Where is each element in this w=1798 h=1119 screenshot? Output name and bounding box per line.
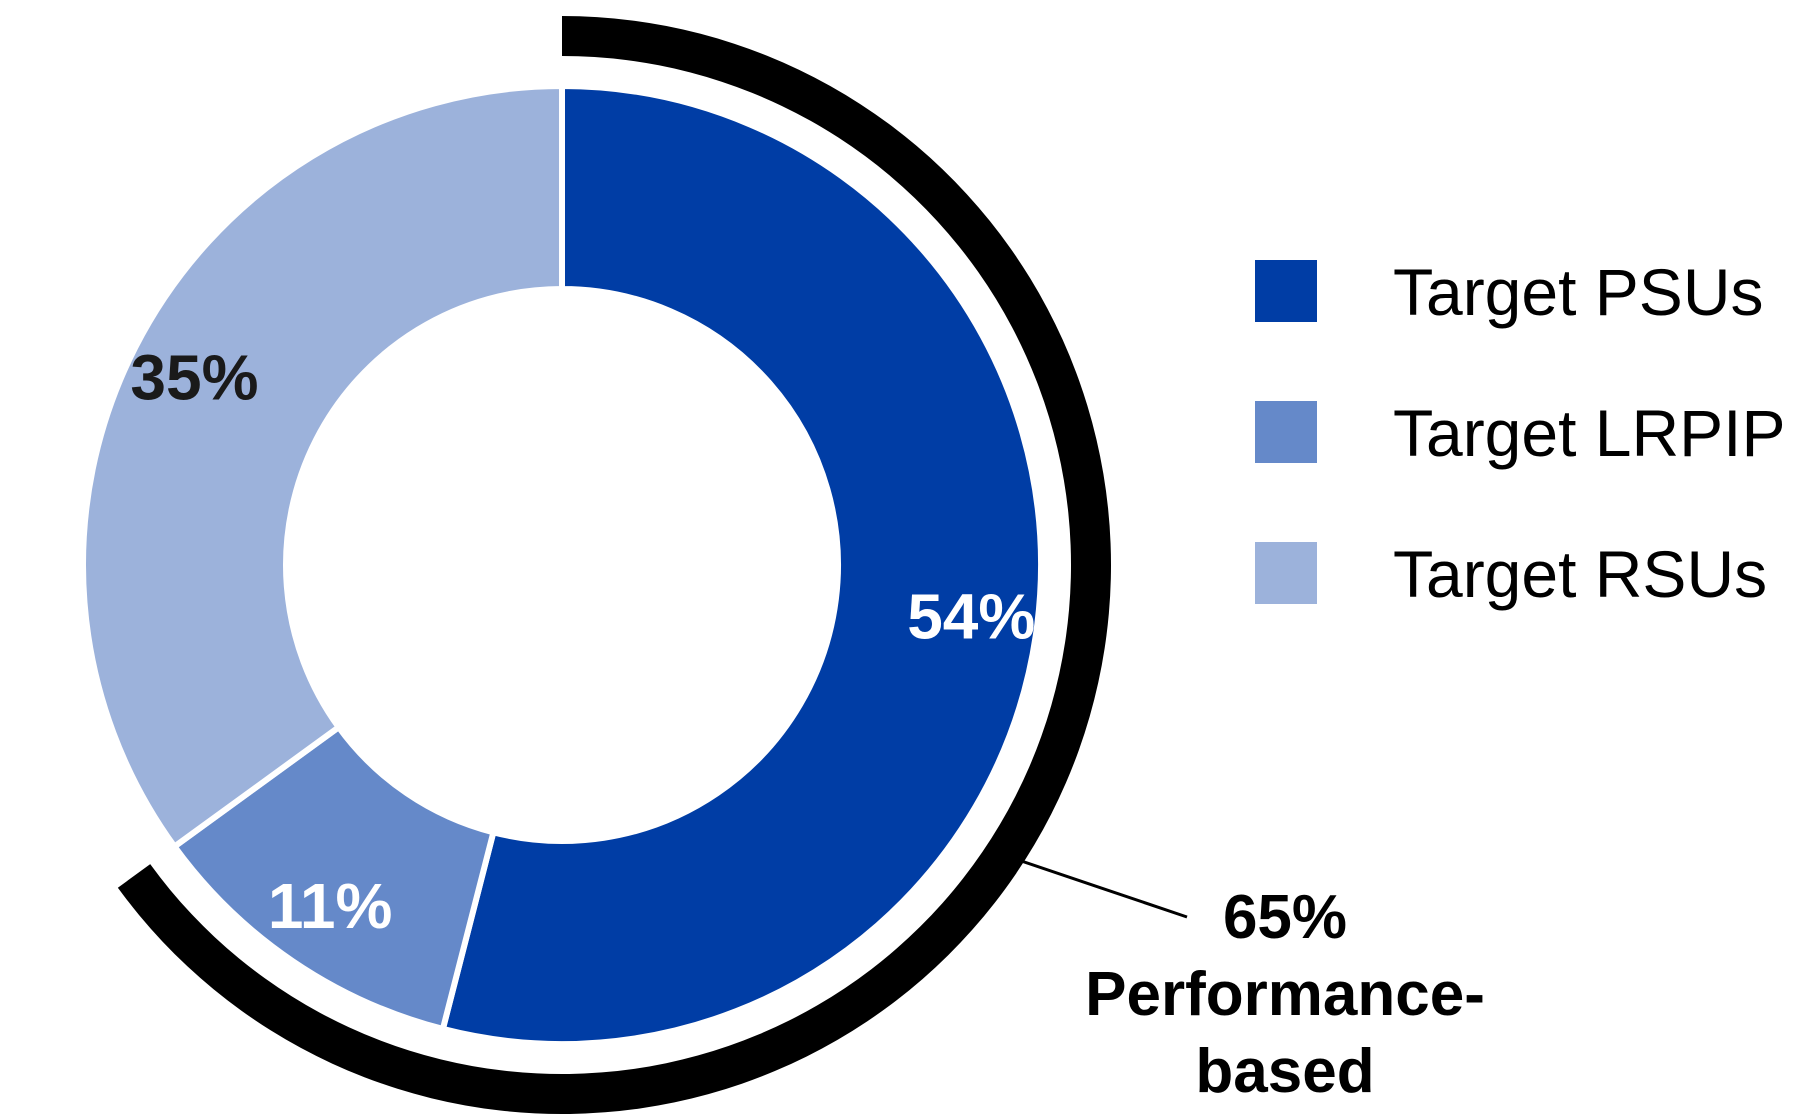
callout-label-line2: based	[1195, 1037, 1374, 1106]
slice-target-lrpip	[170, 723, 498, 1033]
slice-labels: 54% 11% 35%	[130, 342, 1035, 942]
performance-callout: 65% Performance- based	[1013, 857, 1485, 1106]
slice-label-target-psus: 54%	[907, 581, 1035, 653]
callout-label-line1: Performance-	[1085, 960, 1485, 1029]
slice-label-target-rsus: 35%	[130, 342, 258, 414]
legend-swatch-target-psus	[1255, 260, 1317, 322]
callout-percent: 65%	[1223, 883, 1347, 952]
callout-leader-line	[1013, 857, 1188, 919]
donut-slices	[80, 82, 1044, 1047]
legend: Target PSUs Target LRPIP Target RSUs	[1255, 255, 1786, 611]
legend-label-target-psus: Target PSUs	[1393, 255, 1763, 329]
legend-swatch-target-rsus	[1255, 542, 1317, 604]
legend-label-target-lrpip: Target LRPIP	[1393, 396, 1786, 470]
slice-target-rsus	[80, 82, 565, 851]
slice-target-psus	[439, 82, 1044, 1047]
legend-label-target-rsus: Target RSUs	[1393, 537, 1767, 611]
legend-swatch-target-lrpip	[1255, 401, 1317, 463]
slice-label-target-lrpip: 11%	[268, 870, 393, 942]
